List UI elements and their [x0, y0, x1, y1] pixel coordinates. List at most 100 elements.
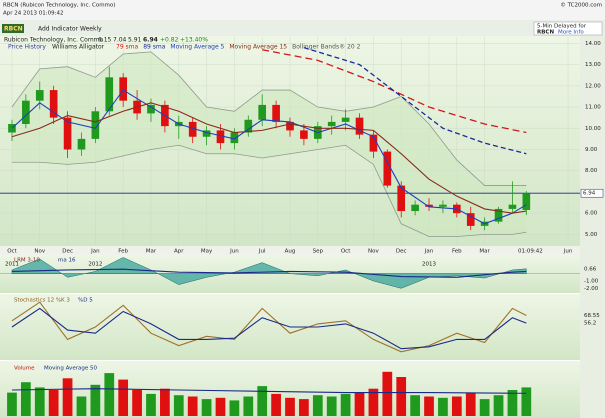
- legend-price: Price History: [8, 44, 46, 51]
- delay-box[interactable]: [533, 21, 603, 36]
- x-tick-label: Oct: [7, 249, 17, 255]
- volume-bar: [118, 379, 129, 416]
- last-price-box: [580, 188, 604, 198]
- candle-body: [258, 104, 267, 120]
- candle-body: [202, 130, 211, 137]
- candle-body: [147, 104, 155, 114]
- candle-body: [522, 193, 531, 210]
- x-tick-label: May: [201, 249, 213, 255]
- x-tick-label: Jul: [258, 249, 266, 255]
- volume-bar: [201, 399, 212, 416]
- quote-low: 5.91: [128, 37, 142, 44]
- volume-bar: [438, 397, 448, 416]
- series-line: [11, 102, 527, 214]
- panel-legend: %D 5: [78, 298, 93, 304]
- series-line: [11, 388, 527, 394]
- volume-bar: [243, 396, 254, 416]
- x-tick-label: Mar: [146, 249, 157, 255]
- symbol-line: RBCN (Rubicon Technology, Inc. Commo): [3, 3, 115, 9]
- candle-body: [63, 117, 72, 150]
- candle-body: [383, 151, 392, 186]
- volume-bar: [187, 396, 198, 416]
- panel-title: Stochastics 12 %K 3: [14, 298, 70, 304]
- volume-bar: [479, 399, 490, 416]
- site: © TC2000.com: [560, 2, 602, 9]
- volume-bar: [396, 377, 407, 416]
- legend-entry: 79 sma: [116, 44, 139, 51]
- band-upper: [11, 51, 527, 186]
- volume-bar: [48, 390, 59, 416]
- toolbar: [0, 20, 605, 36]
- delay: 5-Min Delayed for: [537, 24, 587, 30]
- y-tick-label: 13.00: [585, 62, 601, 68]
- series-line: [11, 301, 527, 353]
- last-price-label: 6.94: [583, 191, 596, 197]
- candle-body: [188, 121, 197, 137]
- x-tick-label: Jan: [424, 249, 434, 255]
- volume-bar: [146, 393, 156, 416]
- quote-open: 6.15: [98, 37, 112, 44]
- panel-legend: ma 16: [58, 258, 76, 264]
- year-label: 2013: [422, 262, 436, 268]
- volume-bar: [465, 392, 476, 416]
- legend-alligator: Williams Alligator: [52, 44, 105, 51]
- symbol[interactable]: RBCN: [4, 26, 23, 33]
- volume-bar: [215, 397, 226, 416]
- x-tick-label: Dec: [62, 249, 73, 255]
- more-info[interactable]: More Info: [558, 30, 584, 36]
- quote-high: 7.04: [113, 37, 127, 44]
- y-tick-label: 11.00: [585, 105, 601, 111]
- panel-title: LRM 3-10: [14, 258, 40, 264]
- y-tick-label: 6.00: [585, 211, 598, 217]
- series-line: [11, 268, 527, 278]
- x-tick-label: Jun: [563, 249, 573, 255]
- volume-bar: [7, 392, 17, 416]
- x-tick-label: Nov: [34, 249, 45, 255]
- candle-body: [355, 117, 364, 135]
- volume-bar: [299, 399, 309, 416]
- volume-bar: [382, 371, 393, 416]
- volume-bar: [312, 395, 323, 416]
- legend-entry: Bollinger Bands® 20 2: [292, 44, 360, 51]
- series-line: [11, 307, 527, 350]
- area: [11, 257, 527, 289]
- y-tick-label: 10.00: [585, 126, 601, 132]
- candle-body: [341, 117, 350, 122]
- x-tick-label: Nov: [368, 249, 379, 255]
- delay-symbol: RBCN: [537, 30, 554, 36]
- candle-body: [397, 185, 406, 212]
- time-label: 01:09:42: [518, 249, 543, 255]
- candle-body: [91, 111, 100, 139]
- candle-body: [494, 208, 503, 222]
- series-line: [303, 46, 527, 155]
- candle-body: [369, 134, 378, 152]
- title-bar: [0, 0, 605, 20]
- candle-body: [119, 77, 127, 101]
- candle-body: [77, 138, 86, 150]
- period[interactable]: Weekly: [80, 26, 102, 33]
- volume-bar: [257, 386, 268, 416]
- x-tick-label: Apr: [174, 249, 184, 255]
- candle-body: [244, 119, 253, 133]
- x-tick-label: Jun: [229, 249, 239, 255]
- x-tick-label: Mar: [479, 249, 490, 255]
- volume-bar: [90, 384, 101, 416]
- volume-bar: [34, 387, 45, 416]
- y-tick-label: 12.00: [585, 83, 601, 89]
- candle-body: [22, 100, 30, 125]
- panel-title: Volume: [14, 366, 35, 372]
- volume-bar: [76, 396, 87, 416]
- volume-bar: [354, 392, 365, 416]
- candle-body: [327, 121, 336, 127]
- add-indicator[interactable]: Add Indicator: [38, 26, 79, 33]
- candle-body: [105, 77, 114, 112]
- volume-bar: [285, 397, 295, 416]
- y-tick-label: 5.00: [585, 232, 598, 238]
- x-tick-label: Sep: [313, 249, 324, 255]
- volume-bar: [340, 393, 351, 416]
- volume-bar: [451, 396, 462, 416]
- symbol-box[interactable]: [2, 24, 24, 33]
- volume-bar: [62, 378, 73, 416]
- y-tick-label: -2.00: [584, 286, 599, 292]
